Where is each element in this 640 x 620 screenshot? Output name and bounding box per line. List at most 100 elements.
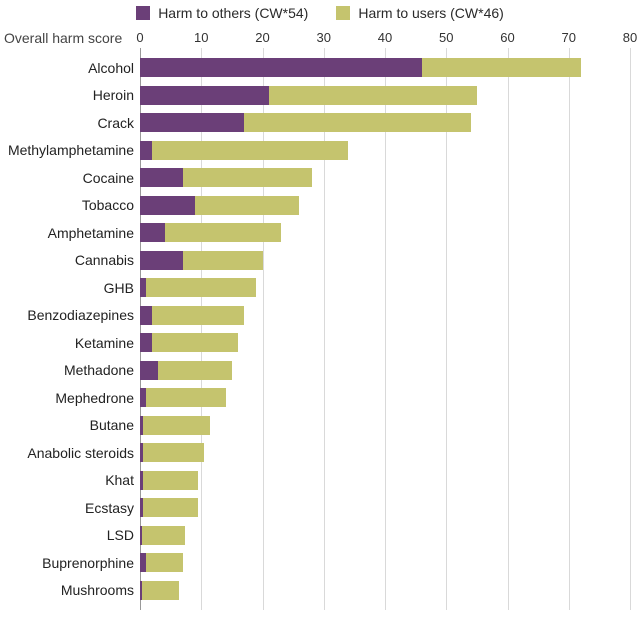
bar-row: Benzodiazepines bbox=[140, 306, 630, 325]
bar-row: Mushrooms bbox=[140, 581, 630, 600]
bar-segment-users bbox=[146, 388, 226, 407]
bar-segment-users bbox=[183, 168, 312, 187]
bar-row: Alcohol bbox=[140, 58, 630, 77]
bar-segment-others bbox=[140, 223, 165, 242]
bar-segment-others bbox=[140, 251, 183, 270]
bar-segment-others bbox=[140, 333, 152, 352]
x-tick-label: 60 bbox=[500, 30, 514, 45]
category-label: Butane bbox=[90, 417, 140, 433]
legend: Harm to others (CW*54) Harm to users (CW… bbox=[0, 0, 640, 26]
stacked-bar bbox=[140, 553, 630, 572]
legend-item-others: Harm to others (CW*54) bbox=[136, 5, 308, 21]
bar-row: Mephedrone bbox=[140, 388, 630, 407]
x-tick-label: 0 bbox=[136, 30, 143, 45]
category-label: Heroin bbox=[93, 87, 140, 103]
category-label: Tobacco bbox=[82, 197, 140, 213]
stacked-bar bbox=[140, 498, 630, 517]
legend-item-users: Harm to users (CW*46) bbox=[336, 5, 503, 21]
category-label: Mephedrone bbox=[55, 390, 140, 406]
stacked-bar bbox=[140, 278, 630, 297]
bar-segment-others bbox=[140, 58, 422, 77]
legend-label-users: Harm to users (CW*46) bbox=[358, 5, 503, 21]
bar-segment-users bbox=[195, 196, 299, 215]
stacked-bar bbox=[140, 168, 630, 187]
bar-segment-users bbox=[269, 86, 477, 105]
stacked-bar bbox=[140, 361, 630, 380]
bar-segment-users bbox=[422, 58, 581, 77]
legend-swatch-others bbox=[136, 6, 150, 20]
x-tick-label: 80 bbox=[623, 30, 637, 45]
stacked-bar bbox=[140, 306, 630, 325]
category-label: Ecstasy bbox=[85, 500, 140, 516]
gridline bbox=[630, 48, 631, 610]
stacked-bar bbox=[140, 443, 630, 462]
category-label: Khat bbox=[105, 472, 140, 488]
bar-row: Ketamine bbox=[140, 333, 630, 352]
bar-segment-others bbox=[140, 196, 195, 215]
legend-swatch-users bbox=[336, 6, 350, 20]
stacked-bar bbox=[140, 471, 630, 490]
bar-row: Amphetamine bbox=[140, 223, 630, 242]
bar-segment-users bbox=[152, 141, 348, 160]
stacked-bar bbox=[140, 141, 630, 160]
bar-row: Buprenorphine bbox=[140, 553, 630, 572]
plot-area: 01020304050607080 AlcoholHeroinCrackMeth… bbox=[140, 56, 630, 610]
bar-segment-users bbox=[165, 223, 281, 242]
x-tick-label: 10 bbox=[194, 30, 208, 45]
category-label: Methylamphetamine bbox=[8, 142, 140, 158]
bar-segment-others bbox=[140, 361, 158, 380]
bar-row: Tobacco bbox=[140, 196, 630, 215]
category-label: LSD bbox=[107, 527, 140, 543]
bar-segment-others bbox=[140, 113, 244, 132]
bar-row: Anabolic steroids bbox=[140, 443, 630, 462]
category-label: Methadone bbox=[64, 362, 140, 378]
bar-row: Khat bbox=[140, 471, 630, 490]
stacked-bar bbox=[140, 113, 630, 132]
category-label: Alcohol bbox=[88, 60, 140, 76]
category-label: Cannabis bbox=[75, 252, 140, 268]
category-label: GHB bbox=[104, 280, 140, 296]
bar-segment-others bbox=[140, 141, 152, 160]
bar-segment-users bbox=[143, 498, 198, 517]
bar-row: Heroin bbox=[140, 86, 630, 105]
x-tick-label: 40 bbox=[378, 30, 392, 45]
bar-segment-users bbox=[146, 278, 256, 297]
category-label: Buprenorphine bbox=[42, 555, 140, 571]
category-label: Mushrooms bbox=[61, 582, 140, 598]
category-label: Amphetamine bbox=[48, 225, 140, 241]
category-label: Benzodiazepines bbox=[27, 307, 140, 323]
x-tick-label: 20 bbox=[255, 30, 269, 45]
bar-segment-users bbox=[158, 361, 232, 380]
bar-row: Methylamphetamine bbox=[140, 141, 630, 160]
bar-segment-users bbox=[142, 526, 185, 545]
bar-segment-users bbox=[142, 581, 179, 600]
category-label: Cocaine bbox=[83, 170, 140, 186]
stacked-bar bbox=[140, 388, 630, 407]
stacked-bar bbox=[140, 333, 630, 352]
stacked-bar bbox=[140, 251, 630, 270]
bar-segment-users bbox=[146, 553, 183, 572]
category-label: Anabolic steroids bbox=[27, 445, 140, 461]
legend-label-others: Harm to others (CW*54) bbox=[158, 5, 308, 21]
bar-segment-users bbox=[143, 443, 204, 462]
bar-row: GHB bbox=[140, 278, 630, 297]
bar-row: Methadone bbox=[140, 361, 630, 380]
stacked-bar bbox=[140, 416, 630, 435]
bar-row: Cocaine bbox=[140, 168, 630, 187]
stacked-bar bbox=[140, 196, 630, 215]
stacked-bar bbox=[140, 581, 630, 600]
bar-segment-users bbox=[152, 306, 244, 325]
bar-row: LSD bbox=[140, 526, 630, 545]
category-label: Ketamine bbox=[75, 335, 140, 351]
bar-segment-users bbox=[244, 113, 471, 132]
x-tick-label: 30 bbox=[317, 30, 331, 45]
bar-row: Butane bbox=[140, 416, 630, 435]
bars: AlcoholHeroinCrackMethylamphetamineCocai… bbox=[140, 56, 630, 610]
x-tick-label: 50 bbox=[439, 30, 453, 45]
y-axis-title: Overall harm score bbox=[4, 30, 122, 46]
bar-segment-others bbox=[140, 86, 269, 105]
bar-segment-users bbox=[183, 251, 263, 270]
bar-segment-others bbox=[140, 168, 183, 187]
harm-score-chart: Harm to others (CW*54) Harm to users (CW… bbox=[0, 0, 640, 620]
bar-segment-users bbox=[143, 416, 210, 435]
